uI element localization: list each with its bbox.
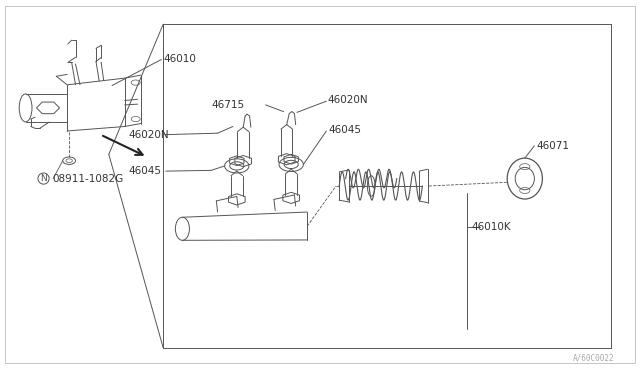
- Text: 46020N: 46020N: [128, 130, 168, 140]
- Text: 46045: 46045: [128, 166, 161, 176]
- Text: 46715: 46715: [211, 100, 244, 110]
- Text: A/60C0022: A/60C0022: [573, 353, 614, 362]
- Text: 08911-1082G: 08911-1082G: [52, 174, 124, 183]
- Text: 46071: 46071: [536, 141, 570, 151]
- Text: 46010: 46010: [164, 54, 196, 64]
- Text: N: N: [40, 174, 47, 183]
- Text: 46020N: 46020N: [328, 96, 368, 105]
- Text: 46010K: 46010K: [471, 222, 511, 232]
- Text: 46045: 46045: [328, 125, 362, 135]
